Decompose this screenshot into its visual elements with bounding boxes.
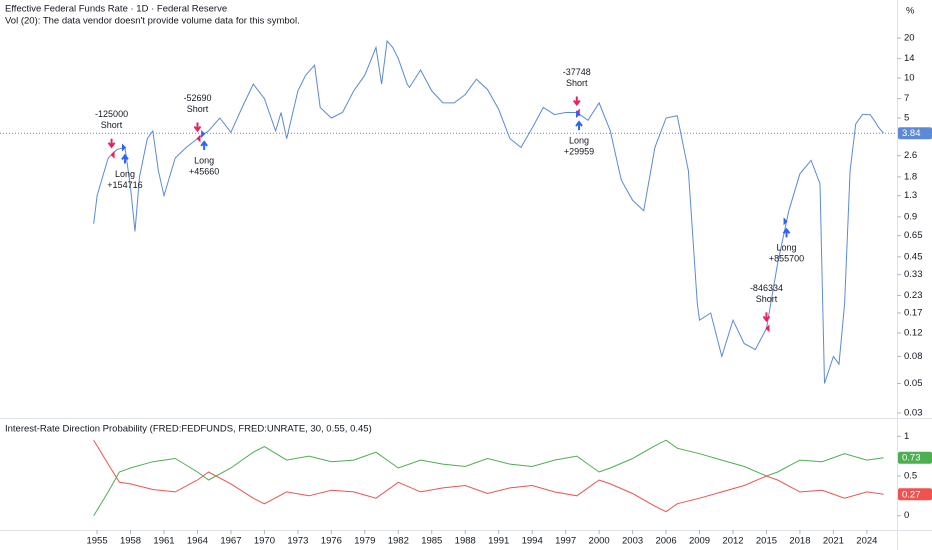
last-value-label: 0.73: [902, 453, 921, 464]
short-arrow: [193, 122, 202, 133]
y-unit: %: [906, 6, 915, 17]
x-tick-label: 1994: [522, 536, 543, 547]
long-arrow: [782, 227, 791, 238]
y-tick-label: 2.6: [904, 150, 917, 161]
chart-subtitle: Vol (20): The data vendor doesn't provid…: [5, 16, 300, 27]
x-tick-label: 2000: [589, 536, 610, 547]
trade-action: Short: [101, 120, 123, 130]
data-line: [93, 439, 884, 516]
last-value-box: [898, 127, 932, 140]
trade-amount: -125000: [95, 109, 128, 119]
x-tick-label: 1988: [455, 536, 476, 547]
long-marker: [783, 217, 788, 226]
y-tick-label: 1: [904, 431, 909, 442]
x-tick-label: 1973: [287, 536, 308, 547]
trade-action: Short: [187, 104, 209, 114]
x-tick-label: 2009: [689, 536, 710, 547]
x-tick-label: 1997: [555, 536, 576, 547]
trade-action: Long: [115, 169, 135, 179]
long-arrow: [121, 153, 129, 164]
x-tick-label: 1982: [388, 536, 409, 547]
trade-action: Long: [777, 243, 797, 253]
x-tick-label: 1991: [488, 536, 509, 547]
x-tick-label: 1958: [120, 536, 141, 547]
y-tick-label: 0.08: [904, 351, 923, 362]
short-arrow: [107, 138, 116, 149]
y-tick-label: 20: [904, 33, 915, 44]
short-arrow: [762, 312, 771, 323]
y-tick-label: 0: [904, 510, 909, 521]
last-value-box: [898, 451, 932, 464]
long-arrow: [200, 140, 208, 150]
y-tick-label: 1.3: [904, 190, 917, 201]
y-tick-label: 7: [904, 93, 909, 104]
y-tick-label: 0.5: [904, 471, 917, 482]
x-tick-label: 1976: [321, 536, 342, 547]
y-tick-label: 0.03: [904, 407, 923, 418]
x-tick-label: 2003: [622, 536, 643, 547]
short-marker: [765, 324, 770, 333]
y-tick-label: 0.23: [904, 290, 923, 301]
data-line: [93, 439, 884, 513]
last-value-label: 3.84: [902, 128, 921, 139]
data-line: [93, 39, 884, 384]
x-tick-label: 2024: [856, 536, 877, 547]
long-marker: [576, 110, 581, 119]
x-tick-label: 2012: [722, 536, 743, 547]
trade-action: Long: [569, 135, 589, 145]
x-tick-label: 1979: [354, 536, 375, 547]
y-tick-label: 10: [904, 73, 915, 84]
x-tick-label: 2018: [789, 536, 810, 547]
y-tick-label: 5: [904, 113, 909, 124]
trade-action: Long: [194, 155, 214, 165]
x-tick-label: 2021: [823, 536, 844, 547]
trade-amount: -37748: [563, 67, 591, 77]
long-arrow: [575, 120, 583, 131]
y-tick-label: 0.9: [904, 211, 917, 222]
chart-title: Effective Federal Funds Rate · 1D · Fede…: [5, 4, 227, 15]
trade-amount: +154716: [107, 180, 142, 190]
y-tick-label: 0.12: [904, 328, 923, 339]
x-tick-label: 1964: [187, 536, 208, 547]
indicator-title: Interest-Rate Direction Probability (FRE…: [5, 424, 372, 435]
y-tick-label: 0.17: [904, 307, 923, 318]
last-value-label: 0.27: [902, 489, 921, 500]
y-tick-label: 1.8: [904, 171, 917, 182]
y-tick-label: 0.05: [904, 378, 923, 389]
trade-amount: +45660: [189, 166, 219, 176]
x-tick-label: 1967: [220, 536, 241, 547]
x-tick-label: 2015: [756, 536, 777, 547]
last-value-box: [898, 488, 932, 501]
trade-amount: -846334: [750, 283, 783, 293]
long-marker: [201, 129, 206, 138]
short-marker: [110, 150, 115, 159]
y-tick-label: 0.45: [904, 251, 923, 262]
y-tick-label: 14: [904, 53, 915, 64]
trade-action: Short: [566, 78, 588, 88]
trade-amount: +29959: [564, 146, 594, 156]
y-tick-label: 0.33: [904, 269, 923, 280]
short-arrow: [573, 96, 581, 107]
y-tick-label: 0.65: [904, 230, 923, 241]
x-tick-label: 1970: [254, 536, 275, 547]
x-tick-label: 1961: [153, 536, 174, 547]
trade-amount: +855700: [769, 254, 804, 264]
trade-action: Short: [756, 294, 778, 304]
trade-amount: -52690: [183, 93, 211, 103]
x-tick-label: 1985: [421, 536, 442, 547]
x-tick-label: 1955: [86, 536, 107, 547]
long-marker: [121, 143, 126, 152]
short-marker: [196, 134, 201, 143]
x-tick-label: 2006: [655, 536, 676, 547]
